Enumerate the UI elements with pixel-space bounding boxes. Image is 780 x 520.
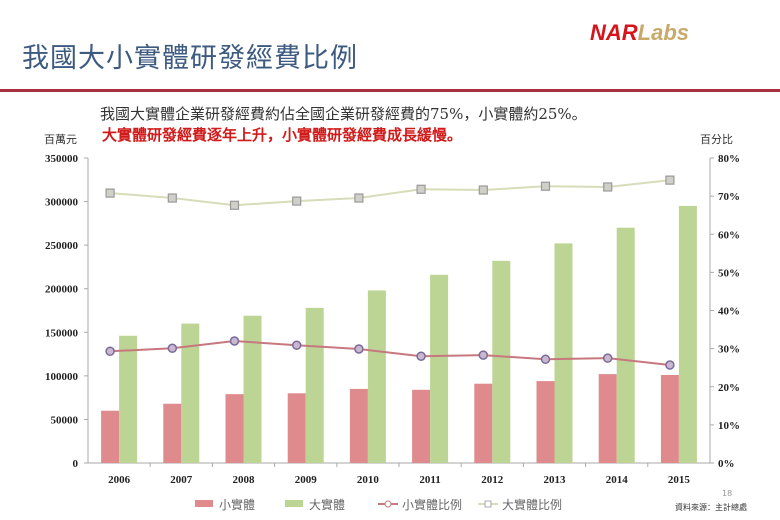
legend-label: 大實體 bbox=[309, 497, 345, 512]
bar-large bbox=[678, 205, 697, 463]
bar-small bbox=[536, 381, 555, 463]
page-number: 18 bbox=[722, 489, 733, 498]
x-tick-label: 2009 bbox=[295, 474, 318, 486]
bar-small bbox=[163, 403, 182, 463]
left-tick-label: 200000 bbox=[45, 284, 79, 296]
point-small-ratio bbox=[540, 354, 551, 365]
left-tick-label: 350000 bbox=[45, 153, 79, 165]
right-tick-label: 60% bbox=[718, 229, 740, 241]
right-tick-label: 0% bbox=[718, 458, 735, 470]
x-tick-label: 2011 bbox=[419, 474, 440, 486]
point-small-ratio bbox=[291, 340, 302, 350]
narlabs-logo: NARLabs bbox=[590, 20, 690, 45]
bar-small bbox=[412, 389, 431, 463]
point-large-ratio bbox=[292, 196, 302, 206]
right-tick-label: 10% bbox=[718, 420, 740, 432]
legend-marker bbox=[484, 500, 492, 508]
left-tick-label: 100000 bbox=[45, 371, 79, 383]
x-tick-label: 2015 bbox=[668, 474, 691, 486]
bar-small bbox=[598, 374, 617, 463]
point-small-ratio bbox=[354, 344, 364, 354]
bar-large bbox=[430, 274, 449, 463]
source-note: 資料來源：主計總處 bbox=[675, 503, 747, 512]
bar-small bbox=[287, 393, 306, 463]
right-tick-label: 70% bbox=[718, 191, 740, 203]
point-large-ratio bbox=[603, 182, 613, 192]
left-tick-label: 300000 bbox=[45, 197, 79, 209]
bar-small bbox=[101, 410, 120, 463]
point-small-ratio bbox=[105, 346, 115, 357]
legend-marker bbox=[384, 500, 392, 508]
left-axis-unit: 百萬元 bbox=[44, 133, 77, 146]
line-small-ratio bbox=[110, 339, 671, 367]
point-small-ratio bbox=[478, 350, 489, 360]
legend-label: 小實體 bbox=[219, 497, 255, 512]
line-large-ratio bbox=[110, 179, 671, 207]
x-tick-label: 2006 bbox=[108, 474, 131, 486]
bar-large bbox=[181, 323, 200, 463]
right-tick-label: 30% bbox=[718, 344, 740, 356]
right-tick-label: 40% bbox=[718, 306, 740, 318]
point-large-ratio bbox=[105, 188, 115, 198]
bar-small bbox=[349, 388, 368, 463]
point-small-ratio bbox=[416, 351, 426, 361]
title-divider bbox=[0, 89, 780, 92]
left-tick-label: 250000 bbox=[45, 240, 79, 252]
x-tick-label: 2013 bbox=[544, 474, 567, 486]
x-tick-label: 2008 bbox=[233, 474, 256, 486]
legend-label: 小實體比例 bbox=[402, 497, 462, 512]
point-small-ratio bbox=[229, 336, 240, 346]
point-small-ratio bbox=[167, 343, 178, 353]
right-axis-unit: 百分比 bbox=[700, 133, 733, 146]
left-tick-label: 0 bbox=[73, 458, 79, 470]
point-large-ratio bbox=[416, 184, 426, 194]
left-tick-label: 150000 bbox=[45, 327, 79, 339]
bar-large bbox=[243, 315, 262, 463]
x-tick-label: 2014 bbox=[606, 474, 629, 486]
right-tick-label: 20% bbox=[718, 382, 740, 394]
bar-large bbox=[492, 260, 511, 463]
subtitle-summary: 我國大實體企業研發經費約佔全國企業研發經費的75%，小實體約25%。 bbox=[100, 105, 587, 123]
bar-large bbox=[305, 307, 324, 463]
bar-large bbox=[554, 243, 573, 463]
bar-small bbox=[474, 383, 493, 463]
bar-large bbox=[119, 335, 138, 463]
point-large-ratio bbox=[354, 193, 364, 203]
point-large-ratio bbox=[665, 175, 675, 185]
bar-small bbox=[225, 394, 244, 463]
x-tick-label: 2012 bbox=[481, 474, 504, 486]
page-title: 我國大小實體研發經費比例 bbox=[22, 43, 358, 74]
bar-large bbox=[616, 227, 635, 463]
point-large-ratio bbox=[478, 185, 488, 195]
right-tick-label: 50% bbox=[718, 267, 740, 279]
point-large-ratio bbox=[540, 181, 551, 191]
legend-swatch bbox=[195, 500, 213, 507]
left-tick-label: 50000 bbox=[51, 414, 79, 426]
point-small-ratio bbox=[602, 353, 613, 363]
right-tick-label: 80% bbox=[718, 153, 740, 165]
point-large-ratio bbox=[229, 200, 240, 210]
subtitle-highlight: 大實體研發經費逐年上升，小實體研發經費成長緩慢。 bbox=[102, 126, 463, 144]
x-tick-label: 2007 bbox=[170, 474, 193, 486]
legend-label: 大實體比例 bbox=[502, 497, 562, 512]
point-large-ratio bbox=[167, 193, 177, 203]
bar-large bbox=[367, 290, 386, 463]
bar-small bbox=[660, 374, 679, 463]
x-tick-label: 2010 bbox=[357, 474, 380, 486]
point-small-ratio bbox=[665, 360, 675, 370]
legend-swatch bbox=[285, 500, 303, 507]
